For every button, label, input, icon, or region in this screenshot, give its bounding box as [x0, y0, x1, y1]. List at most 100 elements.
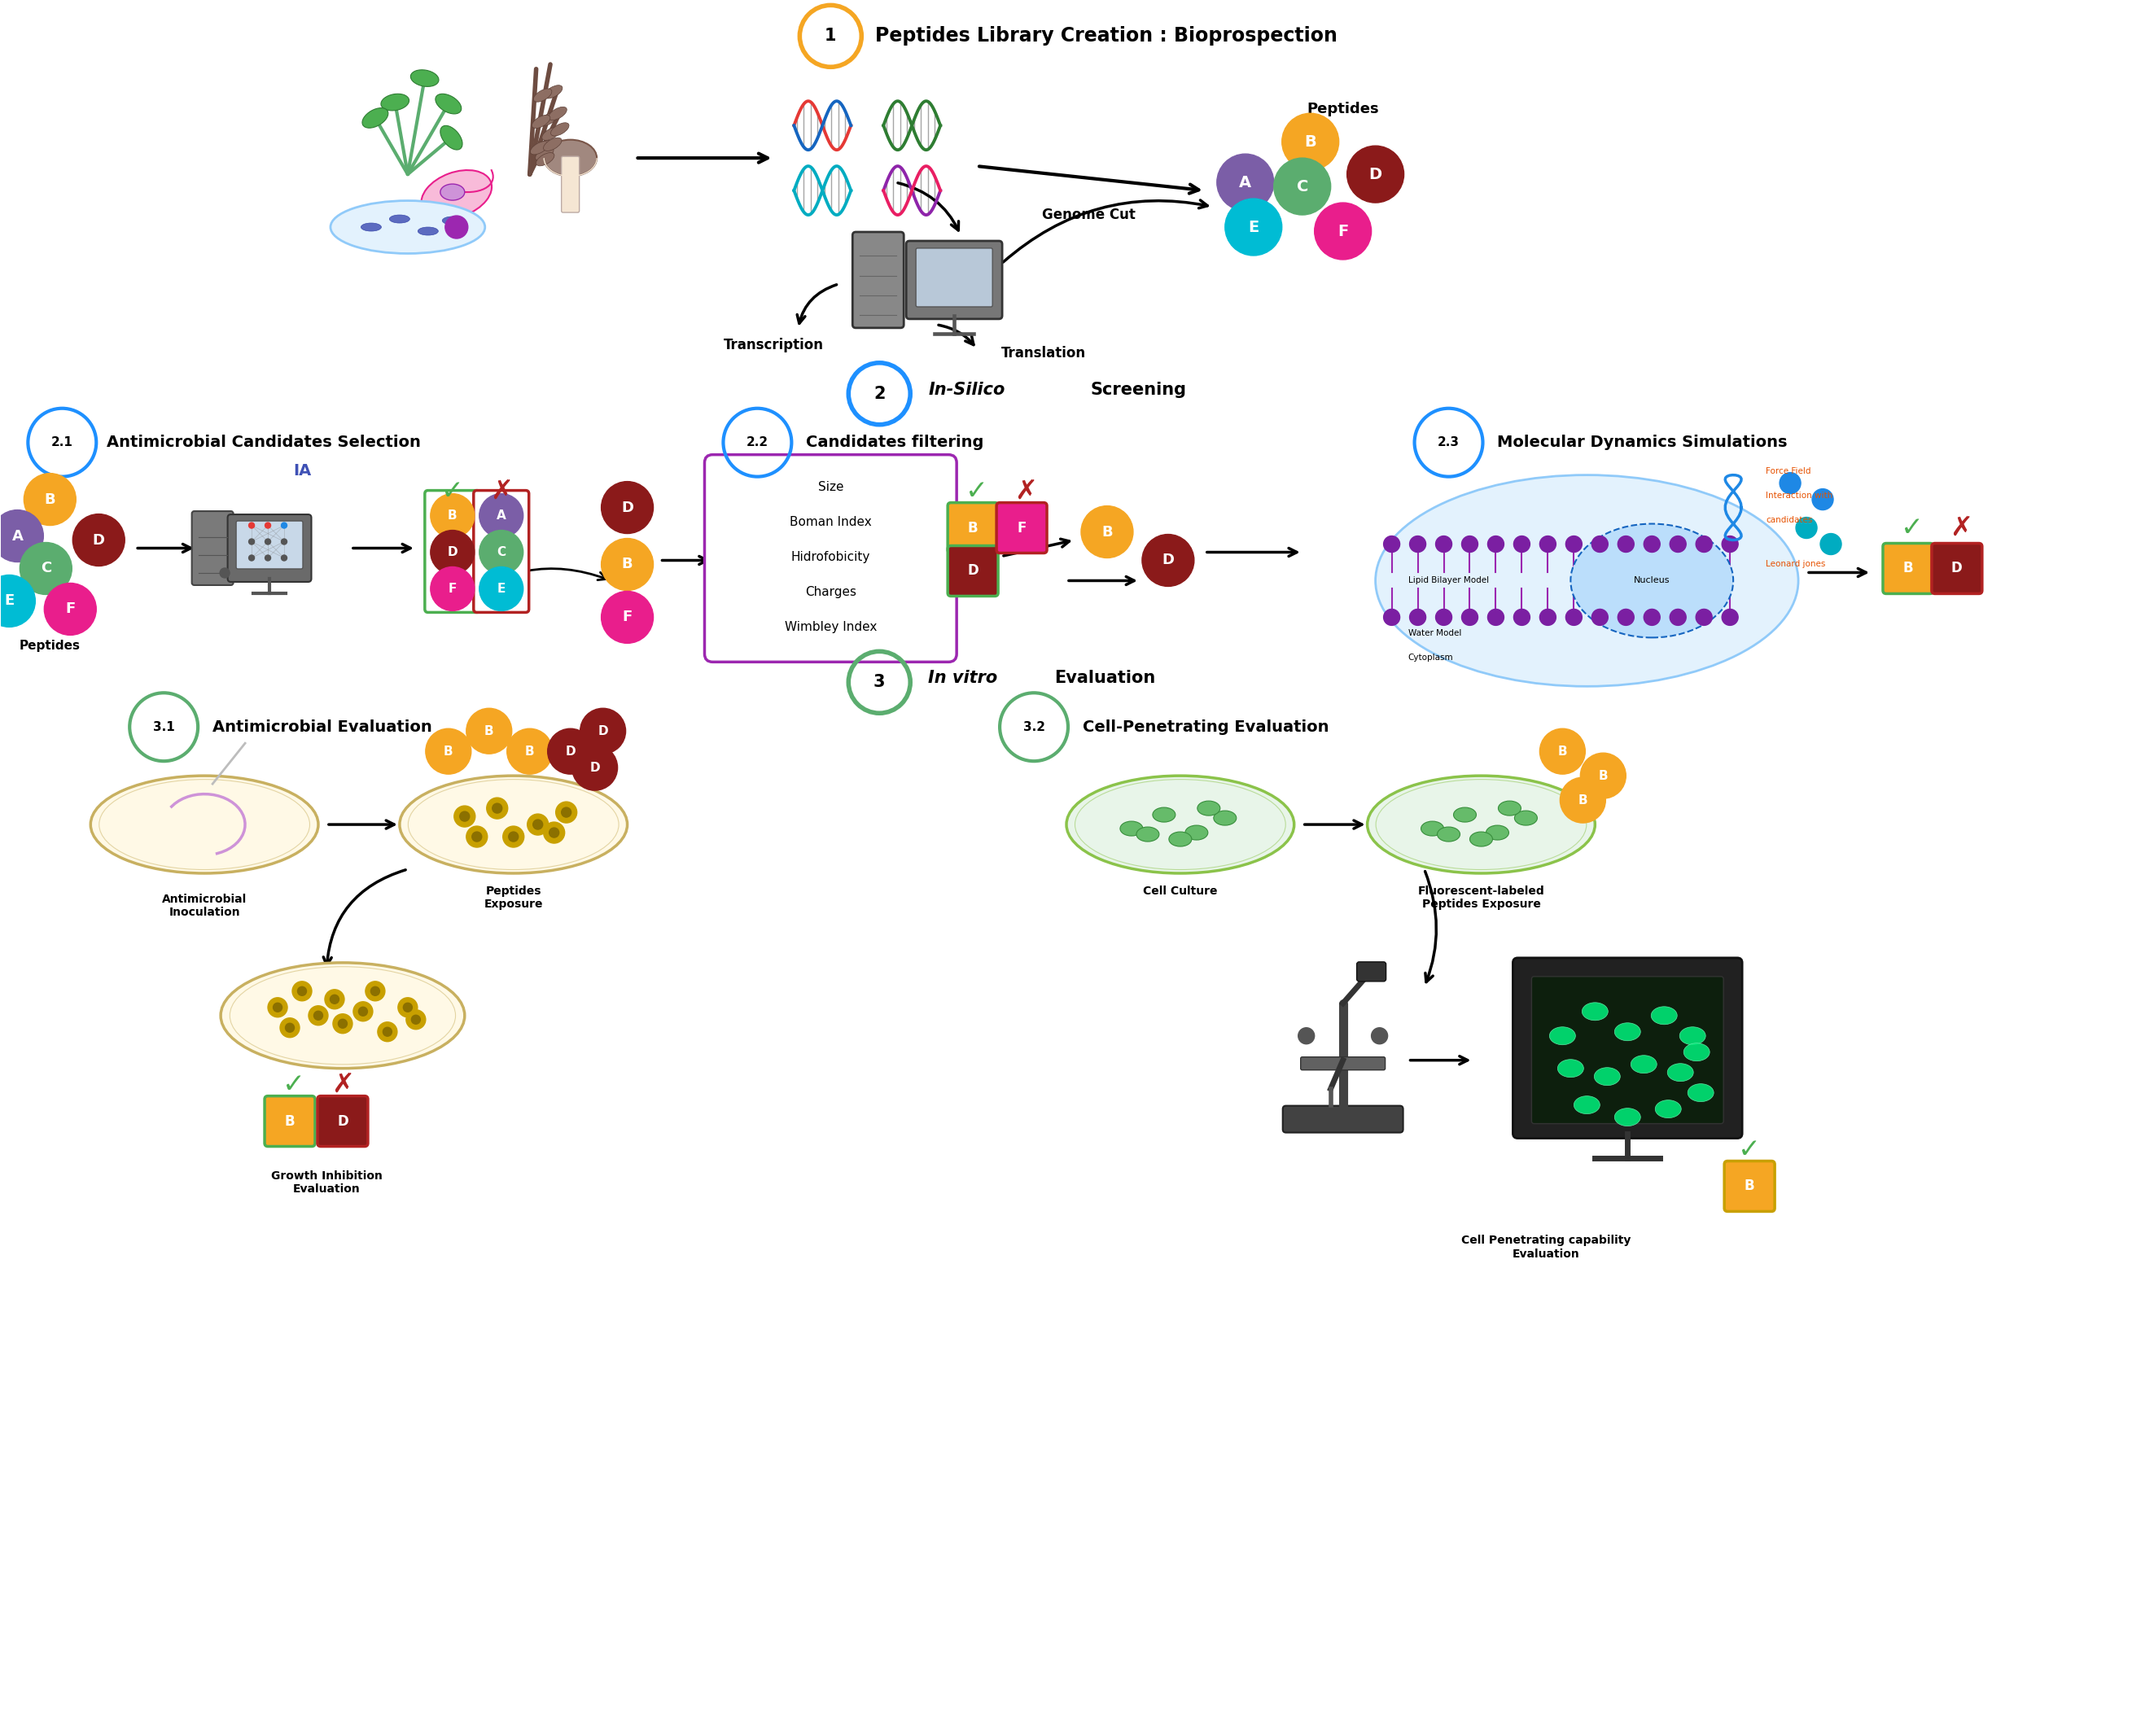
- Text: ✗: ✗: [332, 1071, 353, 1099]
- Text: ✓: ✓: [965, 477, 989, 505]
- Text: D: D: [336, 1115, 349, 1128]
- Circle shape: [366, 981, 386, 1002]
- Text: Boman Index: Boman Index: [791, 516, 872, 528]
- Text: B: B: [967, 521, 978, 535]
- Circle shape: [0, 510, 43, 562]
- Text: ✓: ✓: [1900, 514, 1924, 542]
- Circle shape: [1618, 609, 1635, 625]
- Ellipse shape: [536, 148, 554, 161]
- Circle shape: [480, 493, 523, 538]
- Ellipse shape: [543, 137, 562, 151]
- Text: F: F: [1338, 224, 1348, 240]
- Text: D: D: [448, 547, 457, 559]
- Circle shape: [426, 729, 472, 774]
- Ellipse shape: [530, 141, 549, 155]
- Circle shape: [1514, 536, 1529, 552]
- Circle shape: [1409, 536, 1426, 552]
- Text: ✗: ✗: [1949, 514, 1973, 542]
- Circle shape: [1559, 778, 1605, 823]
- Text: Candidates filtering: Candidates filtering: [806, 434, 984, 450]
- Text: Interaction with: Interaction with: [1766, 491, 1833, 500]
- Text: Size: Size: [819, 481, 844, 493]
- Text: D: D: [564, 745, 575, 757]
- Text: D: D: [1370, 167, 1383, 182]
- Text: Peptides: Peptides: [19, 639, 80, 651]
- FancyBboxPatch shape: [853, 233, 905, 328]
- FancyBboxPatch shape: [915, 248, 993, 307]
- Ellipse shape: [220, 963, 465, 1068]
- Circle shape: [446, 215, 467, 238]
- FancyBboxPatch shape: [1357, 962, 1385, 981]
- Ellipse shape: [1185, 825, 1208, 840]
- Circle shape: [601, 538, 653, 590]
- Circle shape: [248, 523, 254, 528]
- Circle shape: [487, 797, 508, 819]
- Circle shape: [383, 1028, 392, 1036]
- Circle shape: [24, 474, 75, 526]
- Text: Molecular Dynamics Simulations: Molecular Dynamics Simulations: [1497, 434, 1788, 450]
- Circle shape: [282, 538, 286, 545]
- Circle shape: [480, 529, 523, 575]
- Circle shape: [601, 592, 653, 644]
- Text: 2.1: 2.1: [52, 436, 73, 448]
- Circle shape: [1820, 533, 1842, 556]
- Ellipse shape: [1549, 1028, 1575, 1045]
- Text: ✗: ✗: [489, 477, 513, 505]
- Ellipse shape: [439, 184, 465, 200]
- Circle shape: [248, 556, 254, 561]
- Text: E: E: [4, 594, 15, 608]
- Circle shape: [1695, 536, 1712, 552]
- Circle shape: [528, 814, 549, 835]
- Circle shape: [1409, 609, 1426, 625]
- Circle shape: [502, 826, 523, 847]
- Ellipse shape: [1689, 1083, 1715, 1102]
- FancyBboxPatch shape: [474, 491, 530, 613]
- Text: In vitro: In vitro: [928, 670, 997, 686]
- FancyBboxPatch shape: [948, 503, 997, 554]
- Text: Wimbley Index: Wimbley Index: [784, 621, 877, 634]
- Ellipse shape: [536, 153, 554, 167]
- Circle shape: [1721, 609, 1738, 625]
- Circle shape: [1435, 536, 1452, 552]
- Text: E: E: [1247, 219, 1258, 234]
- Text: 3.1: 3.1: [153, 720, 174, 733]
- Circle shape: [1644, 609, 1661, 625]
- Ellipse shape: [1581, 1002, 1609, 1021]
- Circle shape: [1314, 203, 1372, 260]
- Text: In-Silico: In-Silico: [928, 382, 1006, 398]
- Circle shape: [265, 523, 271, 528]
- Ellipse shape: [442, 217, 463, 224]
- Text: Peptides Library Creation : Bioprospection: Peptides Library Creation : Bioprospecti…: [875, 26, 1338, 45]
- Circle shape: [1644, 536, 1661, 552]
- Text: D: D: [620, 500, 633, 516]
- Text: B: B: [623, 557, 633, 571]
- Circle shape: [19, 542, 71, 594]
- Circle shape: [1463, 536, 1478, 552]
- Ellipse shape: [1684, 1043, 1710, 1061]
- Text: A: A: [495, 510, 506, 523]
- Text: B: B: [284, 1115, 295, 1128]
- Text: Translation: Translation: [1002, 345, 1086, 361]
- Circle shape: [465, 826, 487, 847]
- Ellipse shape: [532, 115, 549, 128]
- FancyBboxPatch shape: [228, 514, 312, 582]
- Circle shape: [1669, 536, 1687, 552]
- Circle shape: [1299, 1028, 1314, 1043]
- Circle shape: [45, 583, 97, 635]
- Ellipse shape: [401, 776, 627, 873]
- Text: Leonard jones: Leonard jones: [1766, 561, 1827, 568]
- Text: Cell Penetrating capability
Evaluation: Cell Penetrating capability Evaluation: [1460, 1234, 1631, 1260]
- Text: D: D: [967, 564, 978, 578]
- Text: B: B: [448, 510, 457, 523]
- Text: candidates: candidates: [1766, 516, 1812, 524]
- Circle shape: [398, 998, 418, 1017]
- Circle shape: [480, 568, 523, 611]
- Text: 3.2: 3.2: [1023, 720, 1045, 733]
- Text: B: B: [1902, 561, 1913, 576]
- Ellipse shape: [411, 69, 439, 87]
- FancyBboxPatch shape: [237, 521, 304, 569]
- FancyBboxPatch shape: [907, 241, 1002, 319]
- Ellipse shape: [390, 215, 409, 222]
- Circle shape: [1540, 609, 1555, 625]
- Ellipse shape: [1170, 832, 1191, 847]
